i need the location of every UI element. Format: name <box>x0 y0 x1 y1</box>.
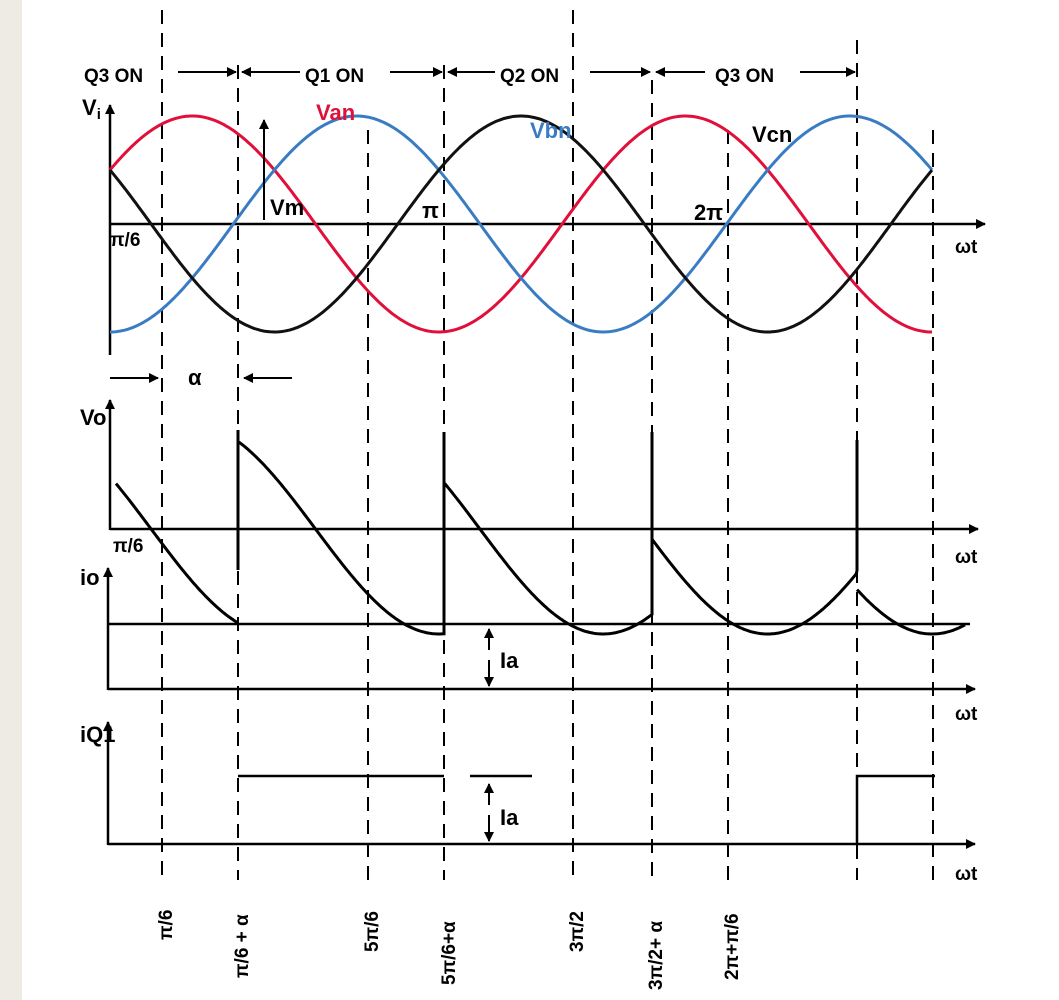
q1-on-label: Q1 ON <box>305 66 364 87</box>
q3-on-left-label: Q3 ON <box>84 66 143 87</box>
vo-output-waveform <box>114 430 966 636</box>
wt-label-3: ωt <box>955 704 978 725</box>
io-label: io <box>80 565 100 590</box>
vbn-label: Vbn <box>530 118 572 143</box>
van-label: Van <box>316 100 355 125</box>
tick-label-3pi-2-alpha: 3π/2+ α <box>646 921 667 990</box>
wt-label-1: ωt <box>955 237 978 258</box>
pi-over-6-top-label: π/6 <box>110 230 140 251</box>
tick-label-5pi-6: 5π/6 <box>362 911 383 952</box>
pi-over-6-mid-label: π/6 <box>113 536 143 557</box>
ia-label-2: Ia <box>500 805 519 830</box>
q3-on-right-label: Q3 ON <box>715 66 774 87</box>
alpha-label: α <box>188 365 202 390</box>
tick-label-2pi-pi-6: 2π+π/6 <box>722 913 743 980</box>
tick-label-5pi-6-alpha: 5π/6+α <box>439 921 460 985</box>
iq1-label: iQ1 <box>80 722 115 747</box>
io-axes <box>103 567 976 694</box>
q2-on-label: Q2 ON <box>500 66 559 87</box>
tick-label-pi-6: π/6 <box>156 910 177 940</box>
bottom-tick-labels: π/6 π/6 + α 5π/6 5π/6+α 3π/2 3π/2+ α 2π+… <box>156 910 743 990</box>
tick-label-3pi-2: 3π/2 <box>567 911 588 952</box>
ia-label-1: Ia <box>500 648 519 673</box>
wt-label-2: ωt <box>955 547 978 568</box>
vo-axes <box>105 399 979 534</box>
vm-label: Vm <box>270 195 304 220</box>
top-axes <box>105 104 986 355</box>
vcn-label: Vcn <box>752 122 792 147</box>
vcn-waveform <box>108 114 934 334</box>
vo-label: Vo <box>80 405 106 430</box>
iq1-axes <box>103 721 976 849</box>
vi-label: Vi <box>82 95 101 123</box>
wt-label-4: ωt <box>955 864 978 885</box>
left-margin-strip <box>0 0 22 1000</box>
two-pi-label: 2π <box>694 200 723 225</box>
iq1-pulses <box>238 774 935 844</box>
pi-label: π <box>422 198 439 223</box>
dashed-guide-lines <box>161 10 934 880</box>
tick-label-pi-6-alpha: π/6 + α <box>232 914 253 978</box>
vbn-waveform <box>110 114 934 334</box>
